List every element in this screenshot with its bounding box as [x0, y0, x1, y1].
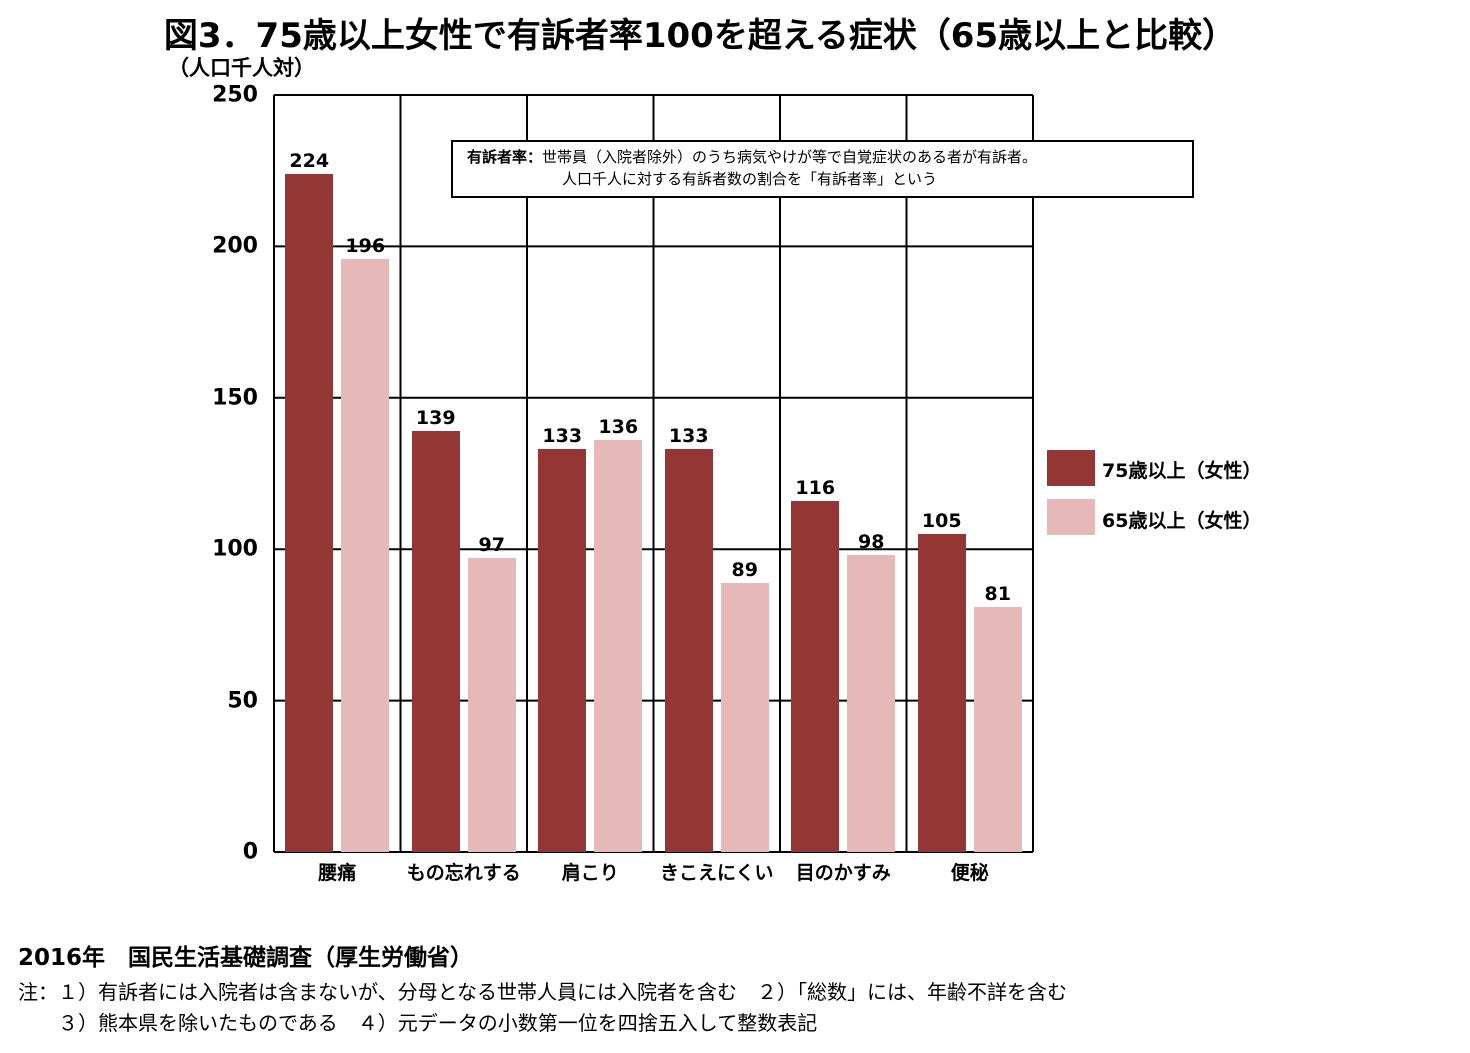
y-tick-label: 100: [212, 536, 258, 562]
y-tick-label: 0: [242, 839, 258, 865]
definition-line2: 人口千人に対する有訴者数の割合を「有訴者率」という: [562, 170, 938, 188]
x-category-label: 腰痛: [318, 862, 357, 884]
definition-box: 有訴者率：世帯員（入院者除外）のうち病気やけが等で自覚症状のある者が有訴者。 人…: [451, 140, 1194, 198]
y-tick-label: 150: [212, 385, 258, 411]
bar-value-label: 196: [345, 234, 386, 257]
bar-value-label: 81: [984, 582, 1011, 605]
chart-title: 図3．75歳以上女性で有訴者率100を超える症状（65歳以上と比較）: [163, 16, 1237, 56]
bar-65-and-over: [467, 558, 516, 852]
bar-65-and-over: [594, 440, 643, 852]
bar-65-and-over: [973, 606, 1022, 852]
bar-65-and-over: [720, 582, 769, 852]
bar-75-and-over: [917, 534, 966, 852]
bar-value-label: 139: [415, 407, 456, 430]
bar-75-and-over: [285, 173, 334, 852]
bar-75-and-over: [411, 431, 460, 852]
y-tick-label: 50: [227, 688, 258, 714]
footnote-2: ３）熊本県を除いたものである ４）元データの小数第一位を四捨五入して整数表記: [18, 1011, 818, 1035]
legend-swatch-65: [1047, 499, 1095, 535]
bar-65-and-over: [847, 555, 896, 852]
bar-value-label: 133: [668, 425, 709, 448]
bar-value-label: 97: [478, 534, 505, 557]
bar-75-and-over: [538, 449, 587, 852]
x-category-label: 肩こり: [561, 862, 619, 884]
footnote-1: 注：１）有訴者には入院者は含まないが、分母となる世帯人員には入院者を含む ２）「…: [18, 980, 1067, 1004]
x-category-label: きこえにくい: [659, 862, 774, 884]
bar-value-label: 116: [795, 476, 836, 499]
bar-value-label: 136: [598, 416, 639, 439]
source-text: 2016年 国民生活基礎調査（厚生労働省）: [18, 945, 474, 971]
bar-value-label: 89: [731, 558, 758, 581]
bar-value-label: 105: [921, 510, 962, 533]
bar-value-label: 224: [289, 149, 330, 172]
y-tick-label: 200: [212, 233, 258, 259]
bar-value-label: 98: [858, 531, 885, 554]
legend-label-65: 65歳以上（女性）: [1102, 510, 1262, 532]
x-category-label: 便秘: [950, 862, 989, 884]
definition-line1: 世帯員（入院者除外）のうち病気やけが等で自覚症状のある者が有訴者。: [542, 148, 1038, 166]
bar-value-label: 133: [542, 425, 583, 448]
definition-term: 有訴者率：: [467, 148, 543, 166]
legend-swatch-75: [1047, 450, 1095, 486]
bar-65-and-over: [341, 258, 390, 852]
y-axis-unit-label: （人口千人対）: [168, 56, 315, 80]
x-category-label: もの忘れする: [406, 862, 521, 884]
legend-label-75: 75歳以上（女性）: [1102, 460, 1262, 482]
y-tick-label: 250: [212, 82, 258, 108]
bar-75-and-over: [791, 500, 840, 852]
x-category-label: 目のかすみ: [795, 862, 891, 884]
bar-75-and-over: [664, 449, 713, 852]
